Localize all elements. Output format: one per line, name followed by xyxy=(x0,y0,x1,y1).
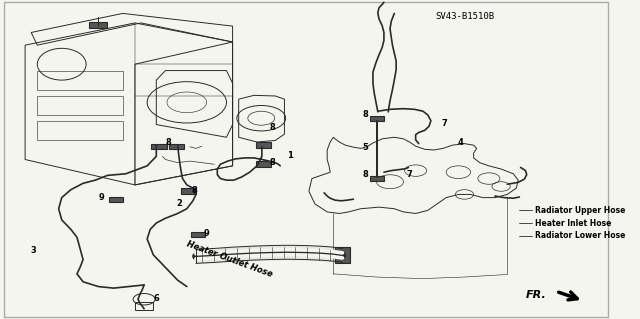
Text: 8: 8 xyxy=(363,110,368,119)
Text: Radiator Upper Hose: Radiator Upper Hose xyxy=(534,206,625,215)
Bar xyxy=(135,302,153,310)
Text: Radiator Lower Hose: Radiator Lower Hose xyxy=(534,231,625,240)
Bar xyxy=(37,122,123,140)
Bar xyxy=(168,144,184,149)
Text: 1: 1 xyxy=(287,151,293,160)
Text: Heater Inlet Hose: Heater Inlet Hose xyxy=(534,219,611,227)
Text: 9: 9 xyxy=(204,229,209,238)
Text: 9: 9 xyxy=(99,193,104,202)
Text: 8: 8 xyxy=(363,170,368,179)
Text: 4: 4 xyxy=(457,138,463,147)
Bar xyxy=(180,188,196,194)
Text: Heater Outlet Hose: Heater Outlet Hose xyxy=(186,240,274,279)
Bar xyxy=(37,70,123,90)
Text: 2: 2 xyxy=(177,199,182,208)
Text: 8: 8 xyxy=(269,158,275,167)
Bar xyxy=(109,197,123,202)
Bar xyxy=(256,161,271,167)
Text: SV43-B1510B: SV43-B1510B xyxy=(435,12,494,21)
Text: 7: 7 xyxy=(442,119,447,129)
Bar xyxy=(191,232,205,237)
Bar xyxy=(37,96,123,115)
Text: 8: 8 xyxy=(191,186,197,195)
Bar xyxy=(89,22,108,28)
Bar xyxy=(256,142,271,148)
Text: 7: 7 xyxy=(406,170,412,179)
Text: 3: 3 xyxy=(30,247,36,256)
Bar xyxy=(335,247,350,263)
Text: FR.: FR. xyxy=(526,290,547,300)
Text: 5: 5 xyxy=(363,143,369,152)
Bar xyxy=(152,144,166,149)
Text: 6: 6 xyxy=(153,294,159,303)
Text: 8: 8 xyxy=(166,137,172,146)
Bar xyxy=(371,116,384,121)
Text: 8: 8 xyxy=(269,123,275,132)
Bar xyxy=(371,176,384,181)
